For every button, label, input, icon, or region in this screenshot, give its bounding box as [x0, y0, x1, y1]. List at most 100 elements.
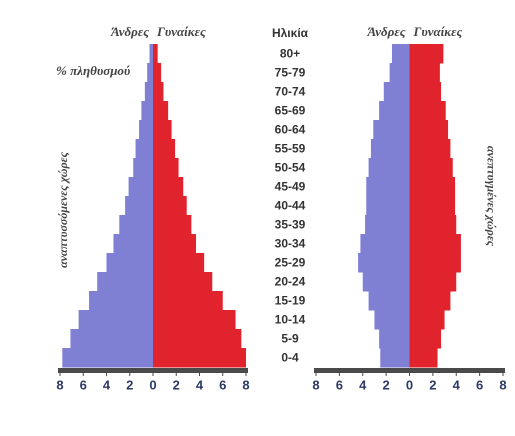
bar: [360, 234, 410, 254]
age-label: 20-24: [275, 275, 306, 289]
bar: [409, 196, 456, 216]
age-label: 55-59: [275, 142, 306, 156]
x-tick-label: 8: [312, 377, 319, 392]
bar: [153, 158, 179, 178]
bar: [153, 253, 205, 273]
bar: [362, 272, 410, 292]
bar: [365, 215, 410, 235]
x-tick-label: 0: [149, 377, 156, 392]
bar: [62, 348, 154, 368]
bar: [153, 63, 162, 83]
x-tick-label: 4: [103, 377, 111, 392]
bar: [153, 272, 213, 292]
bar: [106, 253, 153, 273]
bar: [409, 63, 440, 83]
bar: [409, 82, 442, 102]
bar: [153, 82, 164, 102]
x-axis-line: [58, 368, 248, 373]
bar: [383, 82, 410, 102]
x-tick-label: 2: [173, 377, 180, 392]
bar: [153, 291, 223, 311]
x-tick-label: 6: [476, 377, 483, 392]
bar: [119, 215, 153, 235]
x-tick-label: 2: [383, 377, 390, 392]
bar: [409, 120, 449, 140]
bar: [409, 44, 444, 64]
chart-title: αναπτυσσόμενες χώρες: [56, 151, 70, 267]
bar: [368, 291, 410, 311]
bar: [358, 253, 410, 273]
age-label: 10-14: [275, 313, 306, 327]
legend-label: Γυναίκες: [156, 24, 206, 39]
age-label: 70-74: [275, 85, 306, 99]
age-label: 75-79: [275, 66, 306, 80]
x-tick-label: 2: [126, 377, 133, 392]
bar: [153, 44, 158, 64]
bar: [133, 158, 153, 178]
bar: [373, 120, 410, 140]
x-tick-label: 4: [359, 377, 367, 392]
bar: [409, 234, 461, 254]
bar: [409, 101, 446, 121]
bar: [147, 63, 153, 83]
bar: [139, 120, 153, 140]
bar: [113, 234, 153, 254]
age-label: 65-69: [275, 104, 306, 118]
x-axis-label: % πληθυσμού: [56, 63, 131, 78]
bar: [153, 215, 192, 235]
x-tick-label: 2: [429, 377, 436, 392]
bar: [153, 329, 242, 349]
bar: [380, 348, 410, 368]
bar: [149, 44, 153, 64]
bar: [141, 101, 153, 121]
age-label: 25-29: [275, 256, 306, 270]
bar: [70, 329, 153, 349]
age-label: 45-49: [275, 180, 306, 194]
age-label: 80+: [280, 47, 300, 61]
age-label: 60-64: [275, 123, 306, 137]
bar: [370, 139, 410, 159]
bar: [144, 82, 153, 102]
x-tick-label: 4: [453, 377, 461, 392]
chart-title: ανεπτυγμένες χώρες: [484, 146, 498, 247]
bar: [409, 310, 445, 330]
bar: [409, 253, 461, 273]
bar: [379, 329, 410, 349]
age-label: 15-19: [275, 294, 306, 308]
age-label: 0-4: [281, 351, 299, 365]
bar: [389, 63, 410, 83]
bar: [153, 139, 176, 159]
bar: [409, 348, 438, 368]
bar: [153, 348, 246, 368]
x-tick-label: 8: [242, 377, 249, 392]
x-tick-label: 6: [336, 377, 343, 392]
bar: [374, 310, 410, 330]
bar: [153, 196, 187, 216]
bar: [153, 177, 184, 197]
bar: [409, 177, 456, 197]
x-tick-label: 6: [80, 377, 87, 392]
legend-label: Άνδρες: [110, 24, 149, 39]
bar: [78, 310, 153, 330]
x-tick-label: 0: [406, 377, 413, 392]
bar: [368, 158, 410, 178]
bar: [135, 139, 153, 159]
age-label: 40-44: [275, 199, 306, 213]
bar: [409, 215, 457, 235]
bar: [409, 158, 453, 178]
bar: [153, 234, 197, 254]
bar: [391, 44, 410, 64]
legend-label: Γυναίκες: [413, 24, 463, 39]
bar: [97, 272, 153, 292]
age-label: 5-9: [281, 332, 299, 346]
age-axis-title: Ηλικία: [272, 26, 309, 40]
bar: [89, 291, 153, 311]
bar: [409, 139, 451, 159]
age-label: 35-39: [275, 218, 306, 232]
bar: [366, 196, 410, 216]
bar: [409, 291, 451, 311]
bar: [366, 177, 410, 197]
x-axis-line: [314, 368, 505, 373]
bar: [153, 310, 236, 330]
